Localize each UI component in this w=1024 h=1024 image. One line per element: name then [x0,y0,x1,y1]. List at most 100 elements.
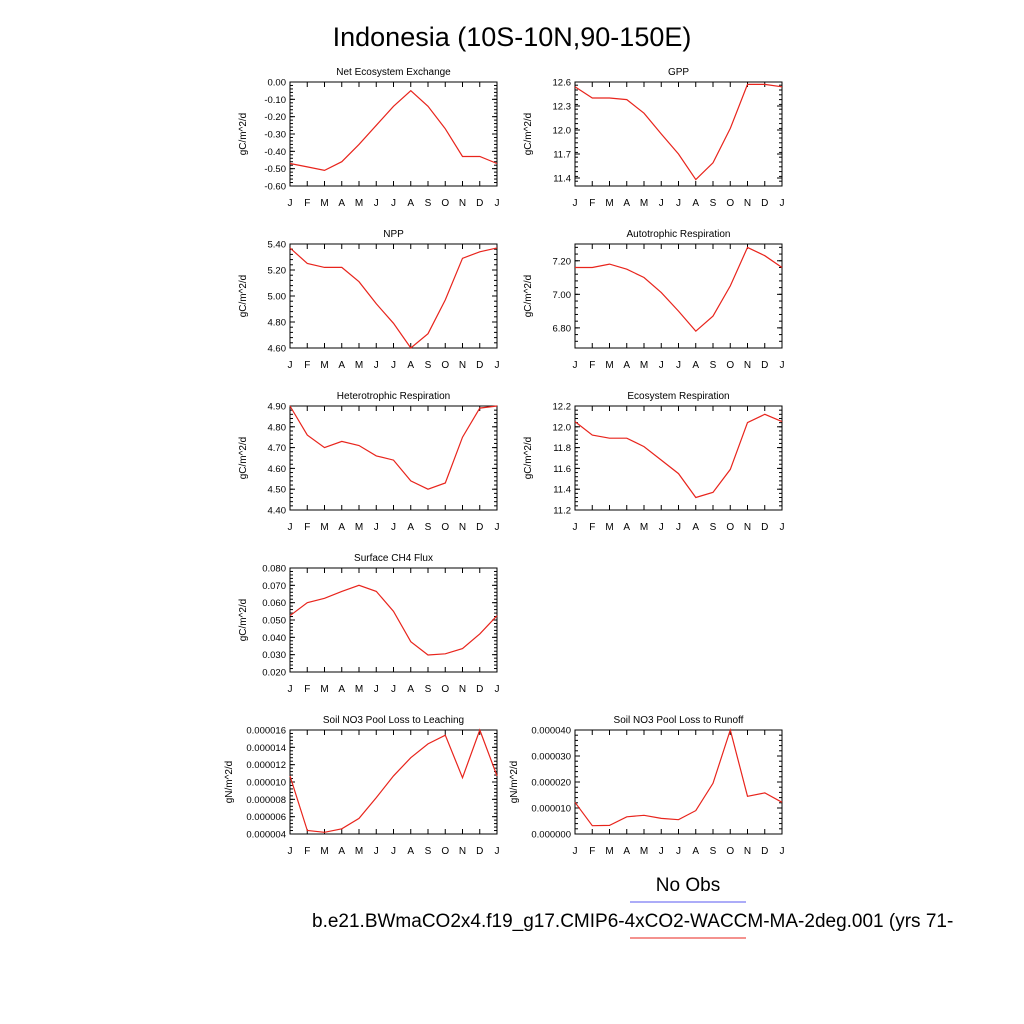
legend: No Obs b.e21.BWmaCO2x4.f19_g17.CMIP6-4xC… [312,875,953,939]
x-tick-label: J [391,684,396,695]
x-tick-label: J [495,522,500,533]
x-tick-label: J [374,198,379,209]
y-axis-label: gC/m^2/d [238,599,249,642]
x-tick-label: S [425,198,432,209]
x-tick-label: J [676,198,681,209]
y-tick-label: 12.3 [553,102,572,113]
y-tick-label: 0.00 [268,78,287,89]
x-tick-label: O [726,522,734,533]
x-tick-label: O [441,360,449,371]
x-tick-label: J [374,846,379,857]
x-tick-label: J [374,684,379,695]
y-tick-label: 0.000008 [246,795,286,806]
y-tick-label: -0.20 [264,112,286,123]
y-tick-label: 4.60 [268,464,287,475]
y-tick-label: 4.70 [268,443,287,454]
y-axis-label: gC/m^2/d [238,275,249,318]
x-tick-label: S [425,846,432,857]
x-tick-label: O [441,522,449,533]
x-tick-label: A [407,846,414,857]
panel-8: Soil NO3 Pool Loss to Leaching gN/m^2/d 0.… [224,715,500,857]
panel-title: NPP [383,229,404,240]
x-tick-label: D [476,846,483,857]
x-tick-label: M [355,360,363,371]
y-tick-label: -0.50 [264,164,286,175]
x-tick-label: J [659,360,664,371]
plot-frame [289,729,498,835]
plot-frame [289,567,498,673]
x-tick-label: F [304,684,310,695]
panel-title: Heterotrophic Respiration [337,391,450,402]
y-tick-label: 5.00 [268,292,287,303]
y-tick-label: 7.20 [553,256,572,267]
y-axis-label: gC/m^2/d [238,113,249,156]
y-tick-label: 0.070 [262,581,286,592]
y-tick-label: 0.000040 [531,726,571,737]
x-tick-label: J [374,522,379,533]
series-line [574,727,783,827]
x-tick-label: D [761,360,768,371]
x-tick-label: A [692,360,699,371]
x-tick-label: M [355,846,363,857]
x-tick-label: A [338,684,345,695]
x-tick-label: M [640,360,648,371]
y-axis-label: gN/m^2/d [509,761,520,804]
panel-title: Soil NO3 Pool Loss to Leaching [323,715,464,726]
x-tick-label: D [476,522,483,533]
y-tick-label: 0.000016 [246,726,286,737]
x-tick-label: J [288,360,293,371]
y-tick-label: -0.40 [264,147,286,158]
y-axis-label: gC/m^2/d [523,437,534,480]
x-tick-label: S [425,522,432,533]
x-tick-label: N [459,198,466,209]
y-tick-label: 5.40 [268,240,287,251]
x-tick-label: J [495,198,500,209]
panel-4: Autotrophic Respiration gC/m^2/d 7.20 7.00 6… [523,229,785,371]
x-tick-label: A [407,684,414,695]
x-tick-label: O [441,684,449,695]
x-tick-label: F [304,198,310,209]
plot-frame [574,243,783,349]
panel-1: Net Ecosystem Exchange gC/m^2/d 0.00 -0.10 -… [238,67,500,209]
series-line [289,405,498,490]
x-tick-label: J [391,360,396,371]
x-tick-label: J [374,360,379,371]
series-line [289,247,498,349]
series-line [575,246,783,333]
series-line [289,89,498,172]
series-line [289,728,498,833]
x-tick-label: D [476,360,483,371]
x-tick-label: J [659,522,664,533]
x-tick-label: A [692,522,699,533]
x-tick-label: M [320,846,328,857]
x-tick-label: F [304,846,310,857]
x-tick-label: J [659,846,664,857]
x-tick-label: J [495,684,500,695]
x-tick-label: J [573,198,578,209]
x-tick-label: A [623,522,630,533]
y-tick-label: 4.60 [268,344,287,355]
x-tick-label: N [459,360,466,371]
x-tick-label: N [744,846,751,857]
y-tick-label: 0.040 [262,633,286,644]
x-tick-label: M [320,684,328,695]
y-tick-label: 0.020 [262,668,286,679]
x-tick-label: J [495,846,500,857]
x-tick-label: M [605,846,613,857]
y-tick-label: 4.90 [268,402,287,413]
panel-7: Surface CH4 Flux gC/m^2/d 0.080 0.070 0.060 0… [238,553,500,695]
x-tick-label: A [692,846,699,857]
x-tick-label: J [573,522,578,533]
x-tick-label: N [744,360,751,371]
x-tick-label: A [407,198,414,209]
plot-frame [289,405,498,511]
plot-frame [289,243,498,349]
y-axis-label: gC/m^2/d [523,113,534,156]
y-tick-label: 0.080 [262,564,286,575]
y-tick-label: 0.000006 [246,812,286,823]
y-tick-label: 4.50 [268,485,287,496]
x-tick-label: O [726,198,734,209]
x-tick-label: A [338,522,345,533]
